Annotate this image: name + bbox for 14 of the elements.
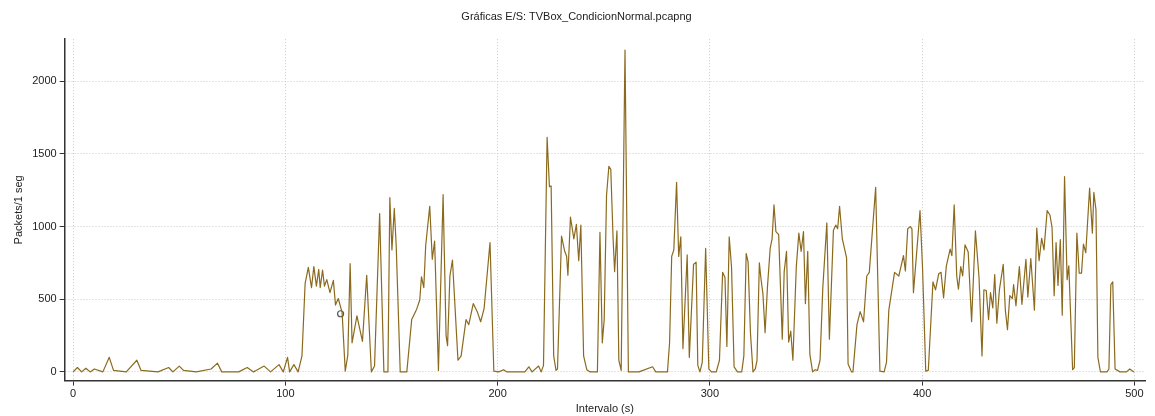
- y-tick-label: 0: [50, 364, 57, 377]
- x-tick-label: 500: [1125, 387, 1144, 400]
- y-tick-label: 1000: [32, 219, 57, 232]
- x-axis-title: Intervalo (s): [575, 402, 634, 415]
- x-tick-label: 300: [700, 387, 720, 400]
- chart-title: Gráficas E/S: TVBox_CondicionNormal.pcapng: [461, 9, 692, 22]
- x-tick-label: 200: [488, 387, 507, 400]
- y-tick-label: 500: [38, 292, 57, 305]
- x-tick-label: 400: [912, 387, 932, 400]
- y-axis-title: Packets/1 seg: [11, 175, 24, 245]
- x-tick-label: 100: [276, 387, 295, 400]
- y-tick-label: 2000: [32, 74, 57, 87]
- y-tick-label: 1500: [32, 147, 57, 159]
- x-tick-label: 0: [70, 387, 77, 400]
